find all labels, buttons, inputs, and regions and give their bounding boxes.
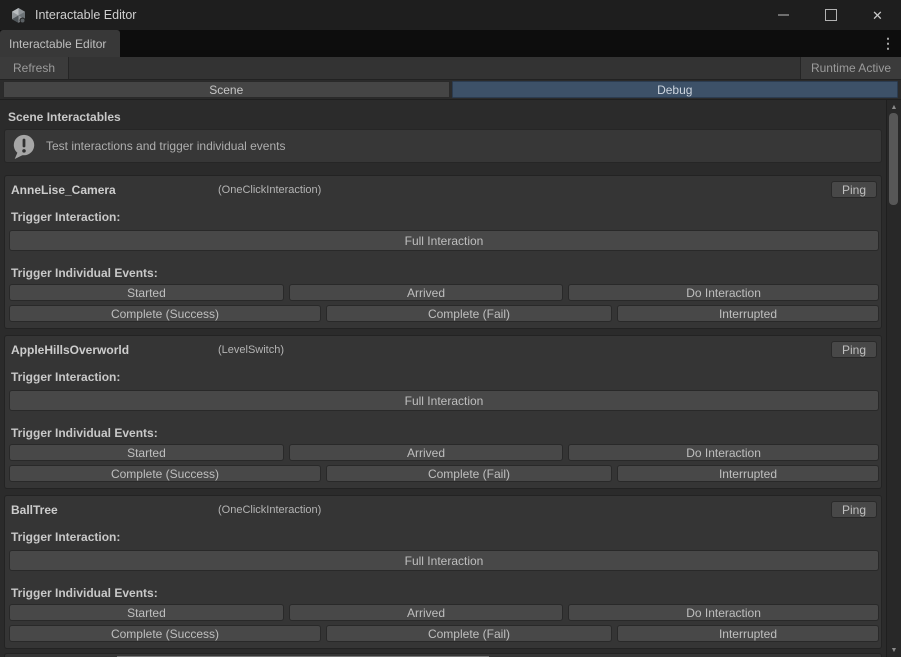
dock-tab-interactable-editor[interactable]: Interactable Editor: [0, 30, 120, 57]
do-interaction-button[interactable]: Do Interaction: [568, 604, 879, 621]
ping-button[interactable]: Ping: [831, 181, 877, 198]
interrupted-button[interactable]: Interrupted: [616, 625, 879, 642]
tab-debug[interactable]: Debug: [451, 81, 898, 98]
unity-cube-icon: [10, 7, 27, 24]
started-button[interactable]: Started: [9, 444, 284, 461]
minimize-icon: [778, 14, 789, 16]
started-button[interactable]: Started: [9, 284, 284, 301]
complete-success-button[interactable]: Complete (Success): [9, 625, 321, 642]
interactable-name: AnneLise_Camera: [11, 182, 116, 197]
window-title: Interactable Editor: [35, 8, 137, 22]
panel-header: Scene Interactables: [8, 110, 121, 124]
minimize-button[interactable]: [760, 0, 807, 30]
arrived-button[interactable]: Arrived: [288, 284, 564, 301]
tab-scene-label: Scene: [209, 82, 244, 97]
runtime-active-label: Runtime Active: [810, 61, 891, 75]
scrollbar-thumb[interactable]: [889, 113, 898, 205]
arrived-button[interactable]: Arrived: [288, 444, 564, 461]
ping-button[interactable]: Ping: [831, 341, 877, 358]
ping-button[interactable]: Ping: [831, 501, 877, 518]
interrupted-button[interactable]: Interrupted: [616, 465, 879, 482]
trigger-events-label: Trigger Individual Events:: [11, 586, 158, 600]
scroll-up-arrow-icon[interactable]: [887, 101, 901, 113]
do-interaction-button[interactable]: Do Interaction: [568, 444, 879, 461]
interactable-type: (OneClickInteraction): [218, 503, 322, 516]
info-helpbox: Test interactions and trigger individual…: [4, 129, 882, 163]
complete-fail-button[interactable]: Complete (Fail): [326, 305, 612, 322]
scroll-content: Scene Interactables Test interactions an…: [0, 100, 901, 657]
interactable-section: AppleHillsOverworld (LevelSwitch) Ping T…: [4, 335, 882, 489]
view-tab-bar: Scene Debug: [0, 80, 901, 100]
refresh-label: Refresh: [13, 61, 56, 75]
close-button[interactable]: ✕: [854, 0, 901, 30]
do-interaction-button[interactable]: Do Interaction: [568, 284, 879, 301]
complete-success-button[interactable]: Complete (Success): [9, 465, 321, 482]
full-interaction-button[interactable]: Full Interaction: [9, 390, 879, 411]
complete-success-button[interactable]: Complete (Success): [9, 305, 321, 322]
complete-fail-button[interactable]: Complete (Fail): [326, 465, 612, 482]
trigger-events-label: Trigger Individual Events:: [11, 426, 158, 440]
started-button[interactable]: Started: [9, 604, 284, 621]
complete-fail-button[interactable]: Complete (Fail): [326, 625, 612, 642]
maximize-icon: [824, 9, 837, 21]
dock-tab-bar: Interactable Editor: [0, 30, 901, 57]
refresh-button[interactable]: Refresh: [0, 57, 70, 79]
arrived-button[interactable]: Arrived: [288, 604, 564, 621]
close-icon: ✕: [872, 7, 883, 23]
interactable-type: (LevelSwitch): [218, 343, 285, 356]
tab-scene[interactable]: Scene: [3, 81, 450, 98]
dock-tab-label: Interactable Editor: [9, 36, 107, 51]
interactable-name: AppleHillsOverworld: [11, 342, 130, 357]
interactable-section: AnneLise_Camera (OneClickInteraction) Pi…: [4, 175, 882, 329]
toolbar: Refresh Runtime Active: [0, 57, 901, 80]
vertical-scrollbar[interactable]: [886, 100, 901, 657]
panel-menu-button[interactable]: [879, 30, 897, 57]
full-interaction-button[interactable]: Full Interaction: [9, 550, 879, 571]
trigger-interaction-label: Trigger Interaction:: [11, 210, 121, 224]
trigger-interaction-label: Trigger Interaction:: [11, 530, 121, 544]
maximize-button[interactable]: [807, 0, 854, 30]
interactable-type: (OneClickInteraction): [218, 183, 322, 196]
trigger-interaction-label: Trigger Interaction:: [11, 370, 121, 384]
trigger-events-label: Trigger Individual Events:: [11, 266, 158, 280]
info-speech-bubble-icon: [11, 133, 37, 159]
scroll-down-arrow-icon[interactable]: [887, 644, 901, 656]
interrupted-button[interactable]: Interrupted: [616, 305, 879, 322]
interactable-name: BallTree: [11, 502, 58, 517]
title-bar: Interactable Editor ✕: [0, 0, 901, 30]
helpbox-text: Test interactions and trigger individual…: [46, 139, 286, 153]
interactable-section-clipped: [4, 653, 882, 657]
runtime-active-toggle[interactable]: Runtime Active: [799, 57, 901, 79]
full-interaction-button[interactable]: Full Interaction: [9, 230, 879, 251]
interactable-section: BallTree (OneClickInteraction) Ping Trig…: [4, 495, 882, 649]
tab-debug-label: Debug: [657, 82, 693, 97]
